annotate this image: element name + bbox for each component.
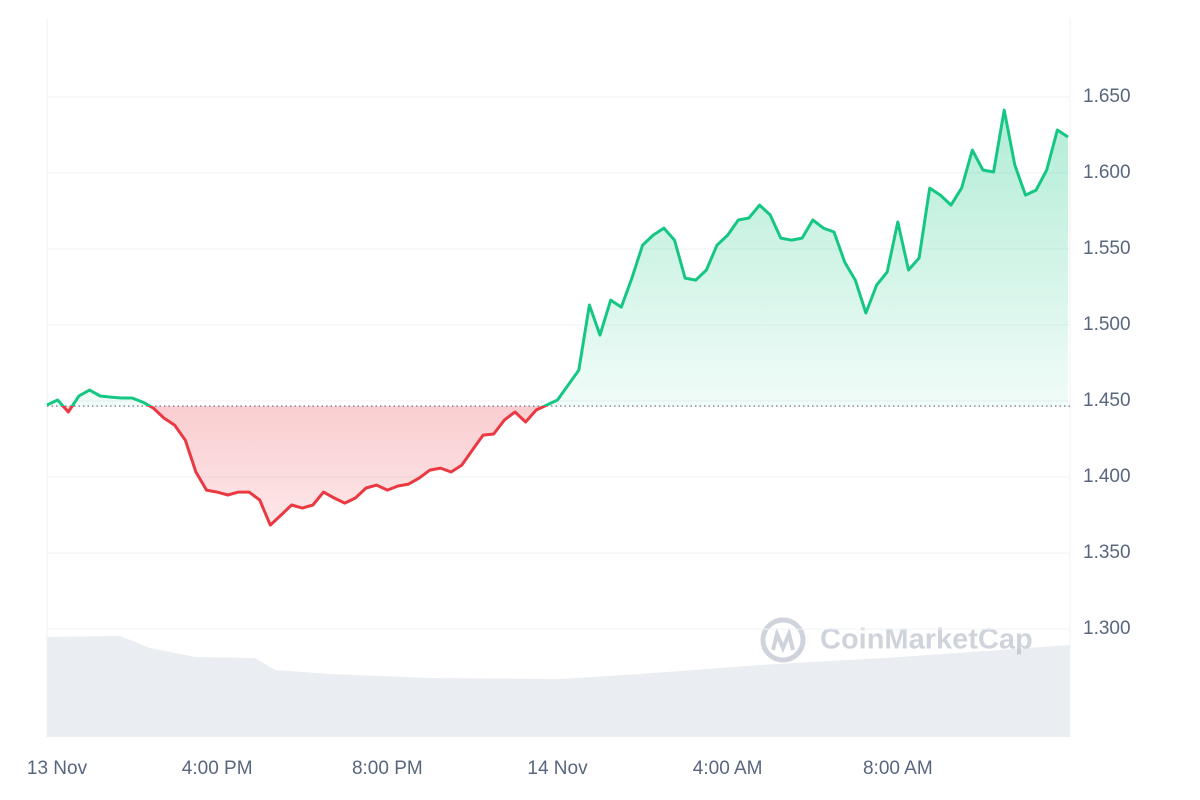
y-tick-label: 1.450: [1083, 390, 1131, 411]
volume-background: [47, 636, 1070, 737]
y-tick-label: 1.500: [1083, 314, 1131, 335]
x-tick-label: 8:00 AM: [863, 758, 933, 779]
y-tick-label: 1.650: [1083, 86, 1131, 107]
x-tick-label: 13 Nov: [27, 758, 88, 779]
price-area: [47, 110, 1068, 526]
y-tick-label: 1.350: [1083, 542, 1131, 563]
x-tick-label: 4:00 PM: [182, 758, 253, 779]
watermark-text: CoinMarketCap: [820, 624, 1033, 656]
watermark: CoinMarketCap: [760, 617, 1033, 663]
watermark-logo: [760, 617, 806, 663]
price-line: [46, 108, 1069, 527]
y-tick-label: 1.400: [1083, 466, 1131, 487]
y-tick-label: 1.600: [1083, 162, 1131, 183]
watermark-logo-mark: [771, 627, 795, 654]
y-tick-label: 1.300: [1083, 618, 1131, 639]
x-tick-label: 8:00 PM: [352, 758, 423, 779]
x-tick-label: 4:00 AM: [693, 758, 763, 779]
x-tick-label: 14 Nov: [527, 758, 588, 779]
y-tick-label: 1.550: [1083, 238, 1131, 259]
